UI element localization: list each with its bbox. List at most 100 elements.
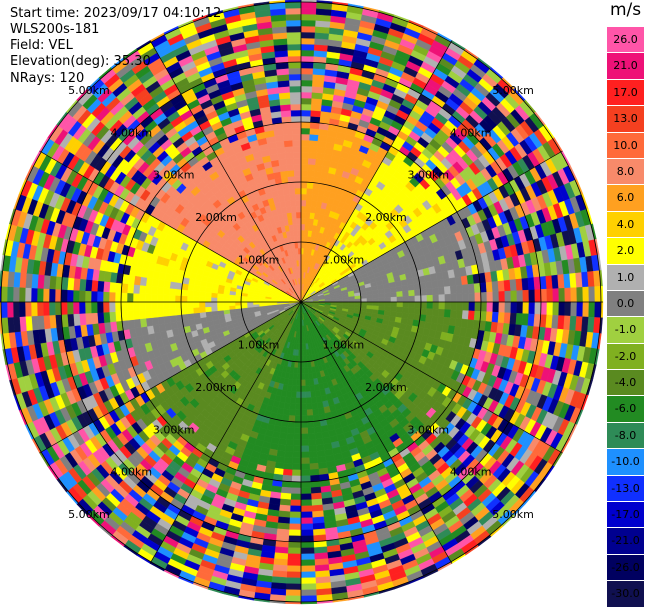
radar-gate [286,427,295,435]
radar-gate [192,307,200,314]
radar-gate [295,391,302,399]
radar-gate [308,378,315,386]
radar-gate [308,450,318,459]
radar-gate [204,301,212,308]
radar-gate [286,433,295,441]
radar-gate [414,289,422,297]
radar-gate [300,403,307,411]
radar-gate [515,313,523,326]
radar-gate [408,301,416,309]
radar-gate [300,19,317,27]
radar-gate [300,385,306,393]
radar-gate [300,397,307,405]
radar-gate [291,481,302,489]
radar-gate [432,308,440,317]
radar-gate [384,301,392,307]
radar-gate [546,301,554,316]
radar-gate [389,286,397,293]
radar-gate [311,510,324,518]
radar-gate [300,547,315,555]
radar-gate [72,289,80,303]
radar-gate [217,309,225,316]
radar-gate [414,301,422,309]
radar-gate [300,565,316,573]
radar-gate [296,385,302,393]
radar-gate [312,74,326,82]
radar-gate [300,217,306,225]
radar-gate [277,516,290,524]
radar-gate [426,301,434,310]
radar-gate [420,295,428,303]
radar-gate [198,301,206,308]
radar-gate [438,301,446,310]
radar-gate [528,301,536,315]
radar-gate [486,301,494,313]
radar-gate [402,307,410,314]
radar-gate [552,301,560,316]
radar-gate [30,287,38,303]
radar-gate [285,444,294,453]
radar-gate [300,79,313,87]
radar-gate [278,504,291,512]
radar-gate [36,301,44,317]
radar-gate [174,301,182,309]
radar-gate [516,290,524,303]
radar-gate [240,304,248,309]
radar-gate [420,301,428,309]
radar-gate [300,445,310,453]
radar-gate [492,291,500,303]
radar-gate [198,296,206,303]
radar-gate [474,301,482,312]
radar-gate [144,293,152,303]
radar-gate [286,565,302,573]
radar-gate [307,427,316,435]
radar-gate [156,308,165,318]
radar-gate [282,468,293,477]
radar-gate [300,463,311,471]
radar-gate [313,170,322,178]
radar-gate [291,385,297,393]
radar-gate [516,301,524,314]
radar-gate [193,312,201,320]
radar-gate [150,286,159,295]
radar-gate [280,426,289,434]
radar-gate [522,301,530,315]
radar-gate [198,291,206,298]
radar-gate [407,283,415,291]
radar-gate [293,433,302,441]
radar-gate [307,169,316,177]
radar-gate [289,517,302,525]
radar-gate [109,281,117,293]
radar-gate [300,541,315,549]
radar-gate [300,571,316,579]
radar-gate [48,301,56,316]
radar-gate [300,523,314,531]
radar-gate [292,445,302,453]
radar-gate [296,373,302,381]
radar-gate [480,292,488,303]
radar-gate [384,297,392,303]
radar-gate [222,305,230,311]
radar-gate [311,86,324,94]
radar-gate [300,505,313,513]
radar-gate [285,577,302,585]
radar-gate [300,175,308,183]
radar-gate [151,316,160,326]
radar-gate [307,438,317,447]
radar-gate [204,306,212,313]
radar-gate [156,286,165,296]
radar-gate [300,163,309,171]
radar-gate [384,306,392,312]
radar-gate [60,301,68,315]
radar-gate [304,367,309,375]
radar-gate [97,312,105,324]
radar-ppi-plot: 1.00km1.00km1.00km1.00km2.00km2.00km2.00… [0,0,604,605]
radar-gate [588,286,596,303]
radar-gate [558,287,566,303]
radar-gate [308,444,317,453]
radar-gate [390,296,398,303]
radar-gate [84,290,92,303]
radar-gate [309,468,320,477]
radar-gate [132,292,140,303]
radar-gate [396,306,404,313]
